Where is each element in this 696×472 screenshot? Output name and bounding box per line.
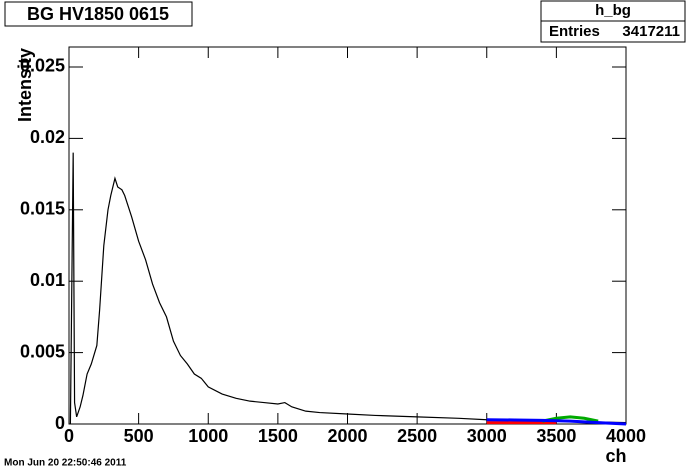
plot: 0 0.005 0.01 0.015 0.02 0.025 0 500 1000 1500 2000… bbox=[20, 47, 646, 446]
stats-entries: 3417211 bbox=[622, 23, 680, 40]
y-tick-label: 0 bbox=[55, 413, 65, 433]
y-tick-label: 0.025 bbox=[20, 56, 65, 76]
x-axis-label: ch bbox=[605, 446, 626, 466]
x-tick-label: 0 bbox=[64, 426, 74, 446]
x-tick-label: 2500 bbox=[397, 426, 437, 446]
x-tick-label: 2000 bbox=[327, 426, 367, 446]
stats-name: h_bg bbox=[595, 2, 631, 19]
y-tick-label: 0.01 bbox=[30, 270, 65, 290]
chart-title: BG HV1850 0615 bbox=[27, 4, 169, 24]
stats-entries-label: Entries bbox=[549, 23, 600, 40]
x-tick-label: 1500 bbox=[258, 426, 298, 446]
x-tick-label: 1000 bbox=[188, 426, 228, 446]
y-tick-label: 0.005 bbox=[20, 341, 65, 361]
y-tick-label: 0.02 bbox=[30, 127, 65, 147]
x-tick-label: 3000 bbox=[467, 426, 507, 446]
y-axis-label: Intensity bbox=[15, 48, 35, 122]
data-line bbox=[486, 418, 627, 426]
data-line bbox=[69, 152, 627, 425]
x-tick-label: 500 bbox=[124, 426, 154, 446]
timestamp: Mon Jun 20 22:50:46 2011 bbox=[4, 458, 127, 469]
y-tick-label: 0.015 bbox=[20, 199, 65, 219]
x-tick-label: 4000 bbox=[606, 426, 646, 446]
x-tick-label: 3500 bbox=[536, 426, 576, 446]
plot-frame bbox=[68, 46, 627, 425]
title-box bbox=[4, 1, 193, 27]
